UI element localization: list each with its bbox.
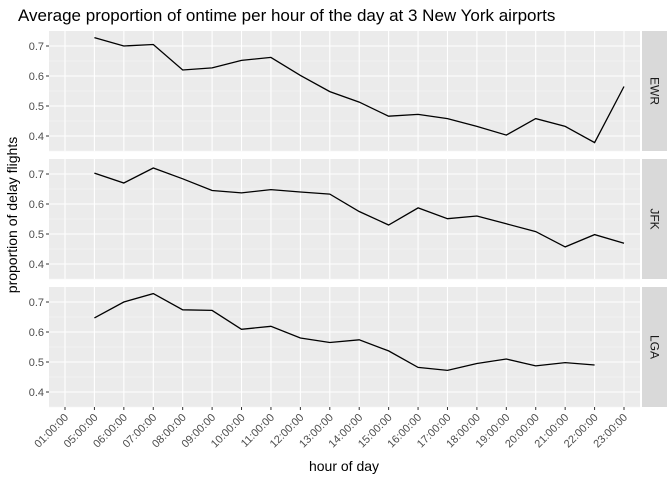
x-axis: 01:00:0005:00:0006:00:0007:00:0008:00:00… xyxy=(32,407,630,450)
y-tick-label: 0.7 xyxy=(29,169,44,181)
y-tick-label: 0.5 xyxy=(29,357,44,369)
series-line-ewr xyxy=(94,36,625,144)
facet-label: JFK xyxy=(648,208,662,229)
y-tick-label: 0.4 xyxy=(29,259,44,271)
y-tick-label: 0.6 xyxy=(29,199,44,211)
y-tick-label: 0.6 xyxy=(29,71,44,83)
facet-label: LGA xyxy=(648,335,662,359)
panels-group: 0.40.50.60.7EWR0.40.50.60.7JFK0.40.50.60… xyxy=(29,31,667,408)
y-tick-label: 0.7 xyxy=(29,41,44,53)
y-tick-label: 0.4 xyxy=(29,387,44,399)
facet-label: EWR xyxy=(648,77,662,105)
y-tick-label: 0.7 xyxy=(29,297,44,309)
y-tick-label: 0.5 xyxy=(29,229,44,241)
y-axis-title: proportion of delay flights xyxy=(4,137,20,293)
y-tick-label: 0.4 xyxy=(29,131,44,143)
chart-title: Average proportion of ontime per hour of… xyxy=(18,6,555,25)
series-line-lga xyxy=(94,292,595,372)
x-axis-title: hour of day xyxy=(309,458,379,474)
y-tick-label: 0.6 xyxy=(29,327,44,339)
series-line-jfk xyxy=(94,167,625,248)
facet-strip xyxy=(642,159,667,279)
panel-lga: 0.4 0.5 0.6 0.7 LGA xyxy=(29,287,667,408)
panel-jfk: 0.4 0.5 0.6 0.7 JFK xyxy=(29,159,667,280)
panel-ewr: 0.4 0.5 0.6 0.7 EWR xyxy=(29,31,667,152)
facet-strip xyxy=(642,31,667,151)
y-tick-label: 0.5 xyxy=(29,101,44,113)
facet-strip xyxy=(642,287,667,407)
